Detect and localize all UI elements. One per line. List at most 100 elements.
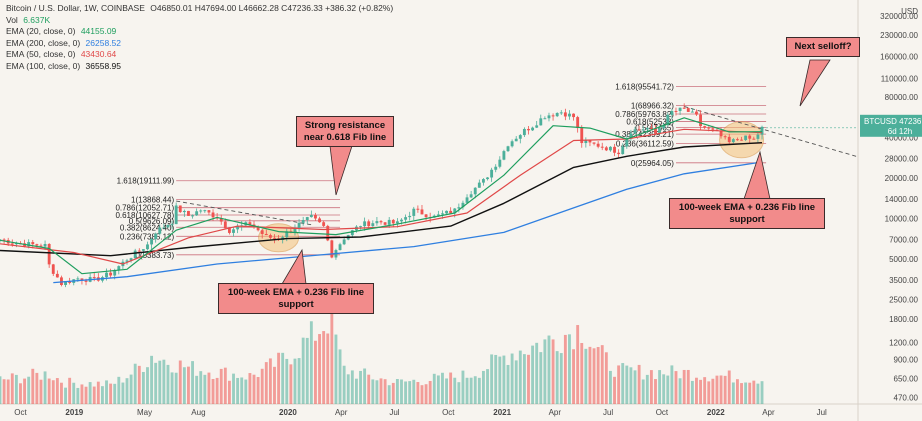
volume-bar xyxy=(244,379,248,404)
candle-body xyxy=(465,197,469,203)
y-tick-label: 470.00 xyxy=(894,393,919,402)
candle-body xyxy=(14,243,18,245)
volume-bar xyxy=(354,378,358,404)
volume-bar xyxy=(10,373,14,404)
volume-bar xyxy=(252,374,256,404)
candle-body xyxy=(617,152,621,155)
ema-200-line xyxy=(53,161,763,284)
volume-bar xyxy=(0,376,2,404)
candle-body xyxy=(379,221,383,223)
volume-bar xyxy=(740,383,743,404)
volume-bar xyxy=(223,367,227,404)
candle-body xyxy=(322,222,326,226)
volume-bar xyxy=(100,386,104,404)
y-tick-label: 28000.00 xyxy=(885,154,919,163)
candle-body xyxy=(637,129,641,131)
candle-body xyxy=(330,240,334,258)
candle-body xyxy=(227,228,231,233)
trendline xyxy=(684,106,857,157)
x-tick-label: Oct xyxy=(656,408,669,417)
volume-bar xyxy=(330,294,334,404)
volume-bar xyxy=(35,372,39,404)
candle-body xyxy=(649,127,653,129)
volume-bar xyxy=(707,381,711,404)
y-tick-label: 2500.00 xyxy=(889,296,918,305)
candle-body xyxy=(125,260,129,262)
volume-bar xyxy=(387,385,391,404)
legend-ema50-value: 43430.64 xyxy=(80,49,117,60)
price-badge-countdown: 6d 12h xyxy=(888,127,912,136)
volume-bar xyxy=(518,350,522,404)
candle-body xyxy=(191,215,194,217)
candle-body xyxy=(105,272,108,278)
volume-bar xyxy=(441,372,444,404)
candle-body xyxy=(477,182,481,188)
candle-body xyxy=(568,113,571,117)
candle-body xyxy=(654,128,657,134)
volume-bar xyxy=(383,379,387,404)
volume-bar xyxy=(350,370,354,404)
ema-50-line xyxy=(0,128,763,265)
volume-bar xyxy=(96,381,100,404)
candle-body xyxy=(285,231,289,238)
candle-body xyxy=(35,244,39,246)
candle-body xyxy=(588,140,592,143)
volume-bar xyxy=(408,381,412,404)
x-tick-label: 2022 xyxy=(707,408,725,417)
candle-body xyxy=(117,266,121,271)
fib-level-label: 0.786(59763.82) xyxy=(615,110,674,119)
legend-ema50-row: EMA (50, close, 0) 43430.64 xyxy=(6,49,393,61)
volume-bar xyxy=(453,377,457,404)
volume-bar xyxy=(342,365,346,404)
callout-selloff-pointer xyxy=(799,59,831,107)
candle-body xyxy=(314,214,317,219)
candle-body xyxy=(486,177,489,180)
candle-body xyxy=(170,224,174,226)
candle-body xyxy=(539,118,543,126)
volume-bar xyxy=(600,345,604,404)
volume-bar xyxy=(527,354,530,404)
candle-body xyxy=(195,211,199,216)
y-tick-label: 7000.00 xyxy=(889,235,918,244)
candle-body xyxy=(408,215,412,218)
candle-body xyxy=(363,221,367,227)
fib-level-label: 0.618(10627.78) xyxy=(115,211,174,220)
candle-body xyxy=(572,113,575,118)
volume-bar xyxy=(608,370,612,404)
candle-body xyxy=(371,223,375,227)
candle-body xyxy=(555,112,559,117)
volume-bar xyxy=(494,354,498,404)
volume-bar xyxy=(715,375,719,404)
legend-ohlc: O46850.01 H47694.00 L46662.28 C47236.33 … xyxy=(150,3,394,13)
volume-bar xyxy=(27,376,31,404)
legend-symbol-row: Bitcoin / U.S. Dollar, 1W, COINBASE O468… xyxy=(6,3,393,15)
volume-bar xyxy=(596,347,600,404)
volume-bar xyxy=(60,382,63,404)
candle-body xyxy=(518,135,522,139)
candle-body xyxy=(481,179,485,183)
volume-bar xyxy=(174,372,178,404)
candle-body xyxy=(31,242,35,245)
volume-bar xyxy=(736,379,739,404)
candle-body xyxy=(498,159,502,167)
volume-bar xyxy=(39,379,43,404)
volume-bar xyxy=(604,352,608,404)
legend-vol-row: Vol 6.637K xyxy=(6,15,393,27)
candle-body xyxy=(740,139,743,141)
volume-bar xyxy=(690,380,694,404)
candle-body xyxy=(223,221,227,229)
volume-bar xyxy=(670,365,674,404)
candle-body xyxy=(576,117,580,129)
candle-body xyxy=(449,210,453,214)
volume-bar xyxy=(535,342,539,404)
candle-body xyxy=(10,243,14,245)
candle-body xyxy=(424,214,428,218)
candle-body xyxy=(686,108,690,112)
volume-bar xyxy=(572,349,575,404)
candle-body xyxy=(682,107,686,109)
volume-bar xyxy=(760,381,764,404)
volume-bar xyxy=(543,339,547,404)
candle-body xyxy=(338,244,342,251)
volume-bar xyxy=(338,349,342,404)
